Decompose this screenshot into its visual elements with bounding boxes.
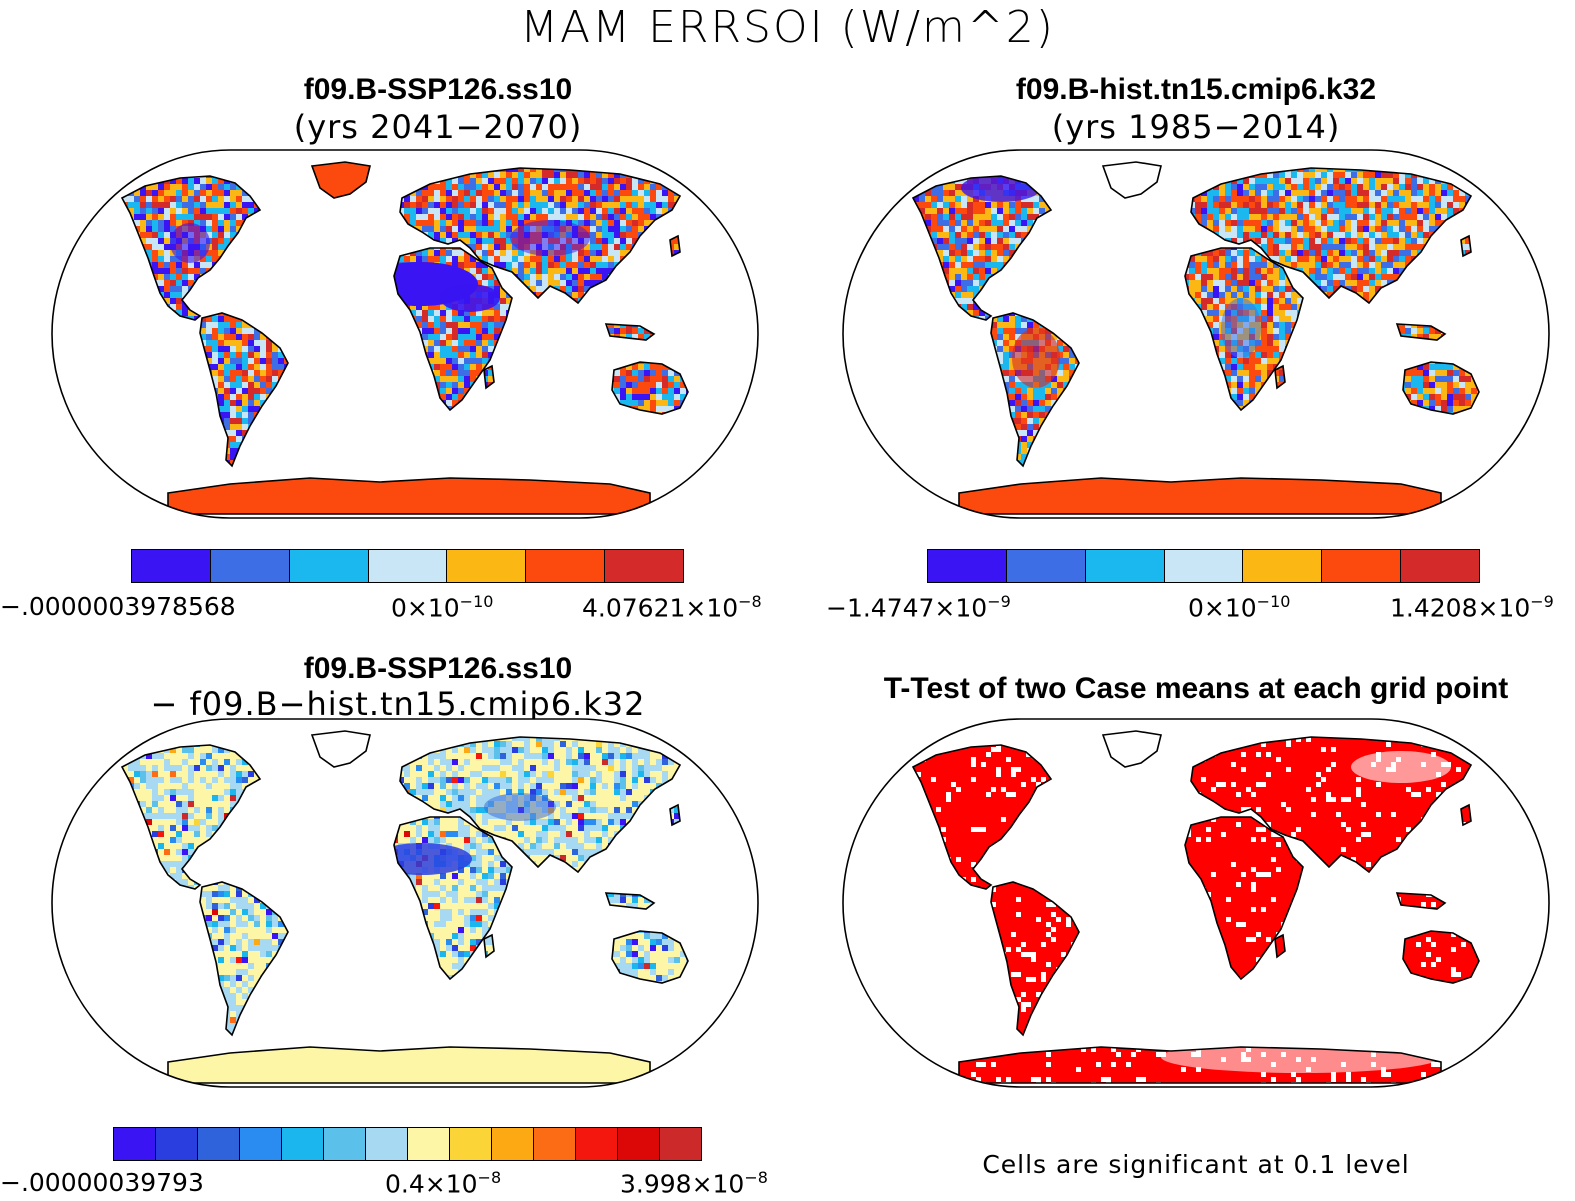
colorbar-swatch [618, 1128, 660, 1160]
coastline-australia [611, 930, 689, 984]
map-frame [842, 149, 1550, 519]
coastline-australia [611, 361, 689, 415]
coastline-southAmerica [199, 312, 289, 468]
colorbar-swatch [210, 550, 290, 582]
coastline-indonesia [1395, 892, 1447, 910]
colorbar-swatch [324, 1128, 366, 1160]
colorbar-swatch [534, 1128, 576, 1160]
colorbar-swatch [368, 550, 448, 582]
coastline-northAmerica [120, 175, 262, 321]
panel4-title: T-Test of two Case means at each grid po… [841, 672, 1551, 706]
coastline-northAmerica [120, 744, 262, 890]
coastline-antarctica [167, 477, 651, 515]
coastline-greenland [310, 161, 371, 199]
panel1-subtitle: (yrs 2041−2070) [98, 108, 778, 146]
colorbar-swatch [408, 1128, 450, 1160]
colorbar-swatch [198, 1128, 240, 1160]
colorbar-swatch [526, 550, 606, 582]
panel3-title: f09.B-SSP126.ss10 [98, 652, 778, 686]
colorbar-swatch [156, 1128, 198, 1160]
panel1-colorbar-max-label: 4.07621×10−8 [582, 592, 762, 622]
coastline-japan [669, 803, 681, 827]
colorbar-swatch [605, 550, 684, 582]
coastline-antarctica [958, 1046, 1442, 1084]
colorbar-swatch [1322, 550, 1402, 582]
coastline-australia [1402, 361, 1480, 415]
panel2-subtitle: (yrs 1985−2014) [856, 108, 1536, 146]
coastline-greenland [1101, 730, 1162, 768]
colorbar-swatch [132, 550, 211, 582]
page-title: MAM ERRSOI (W/m^2) [0, 2, 1575, 53]
coastline-madagascar [483, 933, 495, 959]
panel1-map [51, 149, 759, 519]
coastline-southAmerica [990, 881, 1080, 1037]
coastline-indonesia [604, 323, 656, 341]
coastline-eurasia [1190, 167, 1473, 305]
map-frame [51, 149, 759, 519]
panel1-colorbar-min-label: −.0000003978568 [0, 592, 236, 621]
panel3-colorbar-mid-label: 0.4×10−8 [385, 1168, 501, 1198]
map-frame [842, 718, 1550, 1088]
panel1-title: f09.B-SSP126.ss10 [98, 73, 778, 107]
colorbar-swatch [928, 550, 1007, 582]
coastline-indonesia [604, 892, 656, 910]
colorbar-swatch [114, 1128, 156, 1160]
coastline-southAmerica [199, 881, 289, 1037]
coastline-japan [1460, 803, 1472, 827]
colorbar-swatch [492, 1128, 534, 1160]
colorbar-swatch [1085, 550, 1165, 582]
coastline-australia [1402, 930, 1480, 984]
panel3-colorbar-min-label: −.00000039793 [0, 1168, 204, 1197]
colorbar-swatch [240, 1128, 282, 1160]
coastline-antarctica [167, 1046, 651, 1084]
coastline-africa [1184, 247, 1304, 412]
panel1-colorbar [131, 549, 684, 583]
coastline-indonesia [1395, 323, 1447, 341]
colorbar-swatch [1006, 550, 1086, 582]
panel2-map [842, 149, 1550, 519]
panel2-colorbar-min-label: −1.4747×10−9 [826, 592, 1011, 622]
colorbar-swatch [450, 1128, 492, 1160]
map-frame [51, 718, 759, 1088]
panel4-map [842, 718, 1550, 1088]
coastline-japan [1460, 234, 1472, 258]
panel3-map [51, 718, 759, 1088]
coastline-eurasia [399, 736, 682, 874]
panel1-colorbar-mid-label: 0×10−10 [391, 592, 493, 622]
coastline-northAmerica [911, 744, 1053, 890]
coastline-madagascar [1274, 364, 1286, 390]
coastline-eurasia [399, 167, 682, 305]
coastline-greenland [310, 730, 371, 768]
colorbar-swatch [289, 550, 369, 582]
coastline-northAmerica [911, 175, 1053, 321]
coastline-japan [669, 234, 681, 258]
panel2-colorbar [927, 549, 1480, 583]
colorbar-swatch [660, 1128, 701, 1160]
coastline-madagascar [1274, 933, 1286, 959]
colorbar-swatch [1243, 550, 1323, 582]
colorbar-swatch [576, 1128, 618, 1160]
coastline-southAmerica [990, 312, 1080, 468]
panel3-colorbar [113, 1127, 702, 1161]
panel2-colorbar-mid-label: 0×10−10 [1188, 592, 1290, 622]
coastline-eurasia [1190, 736, 1473, 874]
colorbar-swatch [447, 550, 527, 582]
colorbar-swatch [1401, 550, 1480, 582]
coastline-africa [393, 816, 513, 981]
colorbar-swatch [1164, 550, 1244, 582]
coastline-antarctica [958, 477, 1442, 515]
panel2-colorbar-max-label: 1.4208×10−9 [1390, 592, 1554, 622]
coastline-madagascar [483, 364, 495, 390]
panel4-footnote: Cells are significant at 0.1 level [841, 1150, 1551, 1179]
coastline-africa [1184, 816, 1304, 981]
colorbar-swatch [282, 1128, 324, 1160]
panel2-title: f09.B-hist.tn15.cmip6.k32 [856, 73, 1536, 107]
coastline-africa [393, 247, 513, 412]
panel3-colorbar-max-label: 3.998×10−8 [620, 1168, 768, 1198]
colorbar-swatch [366, 1128, 408, 1160]
coastline-greenland [1101, 161, 1162, 199]
panel3-subtitle: − f09.B−hist.tn15.cmip6.k32 [48, 685, 748, 723]
